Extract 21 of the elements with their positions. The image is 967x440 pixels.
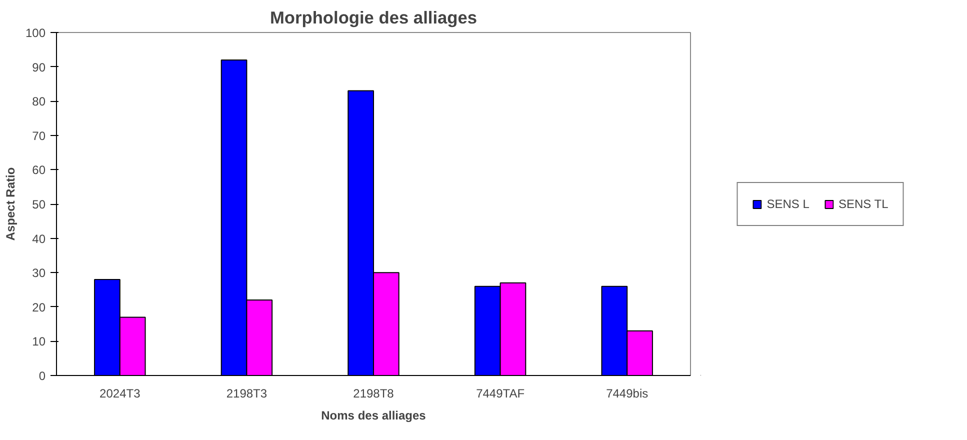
y-axis-title: Aspect Ratio (3, 167, 18, 241)
y-tick-label: 10 (32, 334, 46, 349)
y-tick-label: 90 (32, 60, 46, 74)
x-tick-label: 2198T3 (226, 386, 268, 400)
x-tick-label: 7449bis (606, 386, 648, 400)
x-tick-label: 7449TAF (476, 386, 525, 400)
y-tick-label: 20 (32, 300, 46, 314)
y-tick-label: 30 (32, 266, 46, 280)
y-tick-label: 60 (32, 163, 46, 178)
x-tick-label: 2198T8 (353, 386, 394, 400)
legend-label: SENS TL (838, 196, 888, 210)
x-tick-label: 2024T3 (100, 386, 141, 400)
y-tick-label: 0 (38, 369, 46, 383)
chart-title: Morphologie des alliages (270, 8, 478, 28)
y-tick-label: 100 (25, 26, 46, 40)
legend-label: SENS L (766, 196, 810, 210)
y-tick-label: 70 (32, 128, 46, 143)
y-tick-label: 40 (32, 232, 46, 246)
y-tick-label: 80 (32, 94, 46, 109)
y-tick-label: 50 (32, 198, 46, 212)
x-axis-title: Noms des alliages (321, 408, 426, 422)
